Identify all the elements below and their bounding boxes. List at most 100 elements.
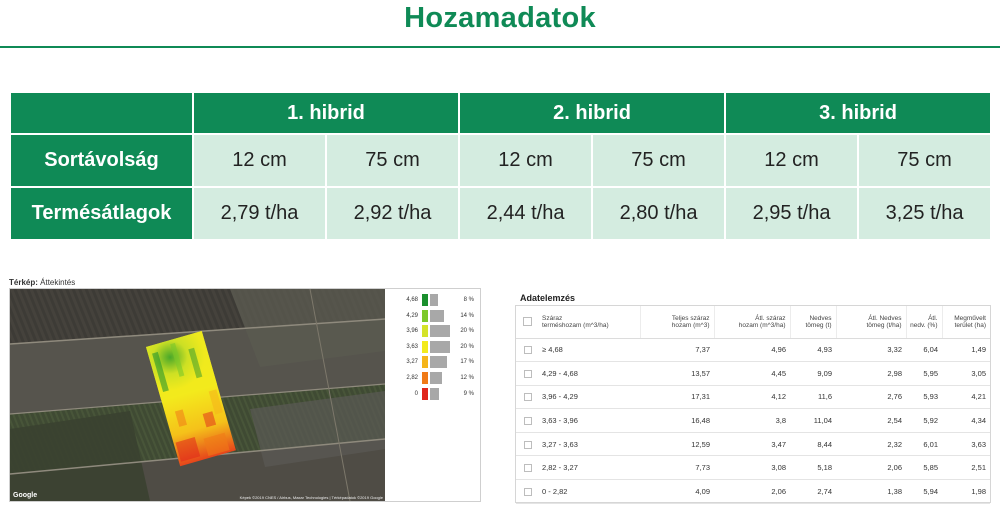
legend-bar bbox=[430, 309, 444, 322]
row-checkbox-cell bbox=[516, 338, 536, 363]
table-row[interactable]: 0 - 2,82 4,09 2,06 2,74 1,38 5,94 1,98 bbox=[516, 479, 990, 504]
spacing-cell: 12 cm bbox=[724, 133, 860, 188]
value-cell: 4,09 bbox=[640, 479, 714, 504]
spacing-cell: 75 cm bbox=[857, 133, 993, 188]
legend-percent: 17 % bbox=[460, 359, 474, 366]
value-cell: 11,04 bbox=[790, 408, 836, 433]
satellite-map[interactable]: Google Képek ©2019 CNES / Airbus, Maxar … bbox=[10, 289, 385, 501]
row-checkbox[interactable] bbox=[524, 487, 532, 496]
legend-row: 3,27 17 % bbox=[394, 355, 478, 369]
analysis-header-row: Száraz terméshozam (m^3/ha) Teljes száraz… bbox=[516, 306, 990, 339]
table-row[interactable]: 3,63 - 3,96 16,48 3,8 11,04 2,54 5,92 4,34 bbox=[516, 408, 990, 433]
table-row[interactable]: 2,82 - 3,27 7,73 3,08 5,18 2,06 5,85 2,51 bbox=[516, 455, 990, 481]
spacing-cell: 12 cm bbox=[458, 133, 594, 188]
value-cell: 6,01 bbox=[906, 432, 942, 457]
select-all-cell bbox=[516, 306, 536, 339]
table-row[interactable]: 3,96 - 4,29 17,31 4,12 11,6 2,76 5,93 4,21 bbox=[516, 385, 990, 410]
legend-swatch bbox=[422, 371, 428, 384]
row-checkbox[interactable] bbox=[524, 393, 532, 402]
legend-bar bbox=[430, 356, 447, 369]
column-header-line: Megművelt bbox=[954, 314, 986, 322]
analysis-body: ≥ 4,68 7,37 4,96 4,93 3,32 6,04 1,49 4,29 - 4,6… bbox=[516, 338, 990, 504]
value-cell: 2,06 bbox=[714, 479, 790, 504]
value-cell: 13,57 bbox=[640, 361, 714, 386]
range-cell: 3,27 - 3,63 bbox=[536, 432, 640, 457]
range-cell: 0 - 2,82 bbox=[536, 479, 640, 504]
legend-percent: 9 % bbox=[463, 390, 474, 397]
analysis-table: Száraz terméshozam (m^3/ha) Teljes száraz… bbox=[516, 306, 990, 504]
value-cell: 4,45 bbox=[714, 361, 790, 386]
map-panel: Google Képek ©2019 CNES / Airbus, Maxar … bbox=[9, 288, 481, 502]
legend-bar-track bbox=[430, 340, 450, 353]
column-header[interactable]: Átl. Nedves tömeg (t/ha) bbox=[835, 306, 906, 339]
value-cell: 2,51 bbox=[942, 455, 990, 481]
column-header[interactable]: Teljes száraz hozam (m^3) bbox=[639, 306, 714, 339]
legend-value: 3,96 bbox=[406, 328, 418, 335]
hybrid-header-row: 1. hibrid 2. hibrid 3. hibrid bbox=[9, 91, 993, 135]
value-cell: 16,48 bbox=[640, 408, 714, 433]
column-header[interactable]: Átl. nedv. (%) bbox=[905, 306, 942, 339]
column-header-line: Átl. bbox=[928, 314, 938, 322]
legend-bar bbox=[430, 294, 438, 306]
row-checkbox-cell bbox=[516, 455, 536, 481]
column-header[interactable]: Megművelt terület (ha) bbox=[941, 306, 990, 339]
table-row[interactable]: ≥ 4,68 7,37 4,96 4,93 3,32 6,04 1,49 bbox=[516, 338, 990, 363]
table-row[interactable]: 4,29 - 4,68 13,57 4,45 9,09 2,98 5,95 3,05 bbox=[516, 361, 990, 386]
legend-swatch bbox=[422, 340, 428, 353]
legend-swatch bbox=[422, 325, 428, 338]
column-header-line: Nedves bbox=[809, 314, 832, 322]
row-checkbox[interactable] bbox=[524, 440, 532, 449]
yield-row: Termésátlagok 2,79 t/ha 2,92 t/ha 2,44 t… bbox=[9, 186, 993, 241]
column-header-line: terméshozam (m^3/ha) bbox=[542, 321, 609, 329]
legend-bar bbox=[430, 387, 439, 400]
row-checkbox[interactable] bbox=[524, 417, 532, 426]
row-checkbox-cell bbox=[516, 408, 536, 433]
column-header[interactable]: Nedves tömeg (t) bbox=[789, 306, 836, 339]
column-header[interactable]: Száraz terméshozam (m^3/ha) bbox=[536, 306, 640, 339]
value-cell: 9,09 bbox=[790, 361, 836, 386]
value-cell: 6,04 bbox=[906, 338, 942, 363]
row-checkbox[interactable] bbox=[524, 346, 532, 355]
select-all-checkbox[interactable] bbox=[523, 317, 532, 327]
column-header-line: Teljes száraz bbox=[671, 314, 710, 322]
range-cell: 4,29 - 4,68 bbox=[536, 361, 640, 386]
legend-swatch bbox=[422, 294, 428, 306]
legend-row: 3,96 20 % bbox=[394, 324, 478, 338]
row-checkbox[interactable] bbox=[524, 464, 532, 473]
legend-row: 2,82 12 % bbox=[394, 371, 478, 385]
map-label-text: Áttekintés bbox=[37, 278, 76, 287]
value-cell: 2,32 bbox=[836, 432, 906, 457]
yield-cell: 2,79 t/ha bbox=[192, 186, 327, 241]
value-cell: 3,32 bbox=[836, 338, 906, 363]
value-cell: 7,37 bbox=[640, 338, 714, 363]
range-cell: 2,82 - 3,27 bbox=[536, 455, 640, 481]
table-row[interactable]: 3,27 - 3,63 12,59 3,47 8,44 2,32 6,01 3,63 bbox=[516, 432, 990, 457]
value-cell: 5,95 bbox=[906, 361, 942, 386]
legend-swatch bbox=[422, 387, 428, 400]
value-cell: 7,73 bbox=[640, 455, 714, 481]
row-checkbox[interactable] bbox=[524, 369, 532, 378]
legend-value: 3,63 bbox=[406, 343, 418, 350]
legend-bar-track bbox=[430, 387, 450, 400]
legend-row: 4,29 14 % bbox=[394, 309, 478, 323]
legend-swatch bbox=[422, 309, 428, 322]
value-cell: 1,38 bbox=[836, 479, 906, 504]
column-header[interactable]: Átl. száraz hozam (m^3/ha) bbox=[713, 306, 790, 339]
value-cell: 8,44 bbox=[790, 432, 836, 457]
column-header-line: terület (ha) bbox=[954, 321, 986, 329]
range-cell: 3,96 - 4,29 bbox=[536, 385, 640, 410]
legend-bar-track bbox=[430, 371, 450, 384]
legend-swatch bbox=[422, 356, 428, 369]
value-cell: 2,54 bbox=[836, 408, 906, 433]
yield-cell: 2,92 t/ha bbox=[324, 186, 461, 241]
legend-percent: 14 % bbox=[460, 312, 474, 319]
row-checkbox-cell bbox=[516, 432, 536, 457]
legend-bar bbox=[430, 325, 450, 338]
legend-bar bbox=[430, 340, 450, 353]
range-cell: ≥ 4,68 bbox=[536, 338, 640, 363]
map-attribution[interactable]: Képek ©2019 CNES / Airbus, Maxar Technol… bbox=[239, 495, 383, 500]
value-cell: 4,34 bbox=[942, 408, 990, 433]
column-header-line: tömeg (t/ha) bbox=[866, 321, 902, 329]
row-checkbox-cell bbox=[516, 361, 536, 386]
map-label: Térkép: Áttekintés bbox=[9, 278, 75, 287]
